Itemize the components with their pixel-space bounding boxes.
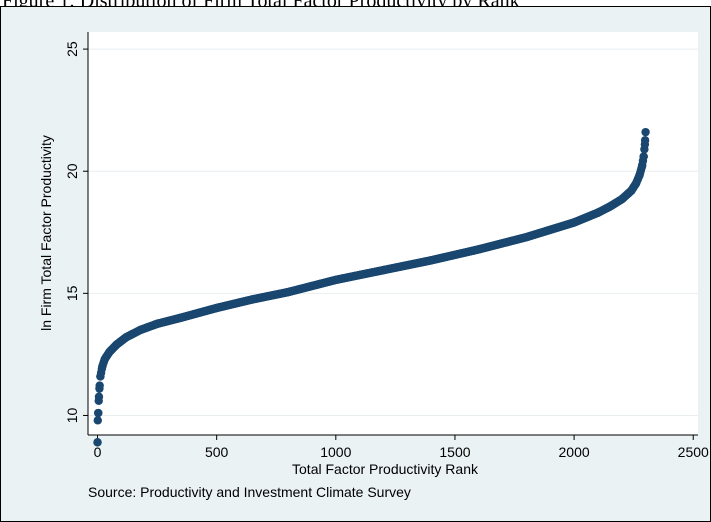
data-point bbox=[605, 202, 615, 211]
y-tick-label: 10 bbox=[64, 407, 80, 423]
data-point bbox=[331, 275, 341, 285]
data-point bbox=[522, 232, 531, 242]
data-point bbox=[637, 162, 647, 171]
data-point bbox=[94, 408, 103, 418]
data-point bbox=[93, 438, 102, 447]
x-tick-label: 1500 bbox=[439, 444, 470, 460]
data-point bbox=[283, 287, 293, 297]
data-point bbox=[136, 325, 145, 335]
y-tick-label: 15 bbox=[64, 285, 80, 301]
data-point bbox=[112, 340, 121, 349]
x-axis-label: Total Factor Productivity Rank bbox=[292, 461, 479, 477]
y-tick-label: 25 bbox=[64, 41, 80, 57]
data-point bbox=[212, 303, 221, 313]
x-tick-label: 2000 bbox=[559, 444, 590, 460]
x-tick-label: 0 bbox=[94, 444, 102, 460]
data-point bbox=[95, 384, 104, 393]
chart-frame: 10 15 20 25 0 500 1000 1500 2000 2500 Total Fact… bbox=[0, 6, 711, 522]
data-point bbox=[152, 319, 162, 329]
data-point bbox=[248, 295, 257, 304]
x-axis-ticks: 0 500 1000 1500 2000 2500 bbox=[94, 435, 709, 460]
data-point bbox=[176, 313, 186, 322]
data-point bbox=[474, 245, 483, 254]
source-note: Source: Productivity and Investment Clim… bbox=[88, 484, 411, 500]
data-point bbox=[627, 186, 636, 195]
data-point bbox=[100, 355, 109, 364]
data-point bbox=[569, 218, 579, 227]
data-point bbox=[617, 195, 626, 204]
x-tick-label: 1000 bbox=[320, 444, 351, 460]
y-axis-label: ln Firm Total Factor Productivity bbox=[38, 135, 54, 331]
x-tick-label: 500 bbox=[205, 444, 229, 460]
data-point bbox=[593, 208, 603, 217]
data-point bbox=[639, 152, 648, 161]
data-point bbox=[379, 265, 388, 275]
data-point bbox=[121, 333, 131, 342]
data-point bbox=[93, 416, 102, 425]
data-point bbox=[98, 362, 107, 371]
y-axis-ticks: 10 15 20 25 bbox=[64, 41, 88, 423]
gridlines bbox=[88, 48, 698, 416]
x-tick-label: 2500 bbox=[678, 444, 709, 460]
data-point bbox=[426, 256, 436, 265]
data-point bbox=[635, 170, 644, 180]
scatter-chart: 10 15 20 25 0 500 1000 1500 2000 2500 Total Fact… bbox=[38, 32, 709, 477]
data-points bbox=[93, 127, 650, 447]
data-point bbox=[631, 179, 641, 188]
data-point bbox=[94, 396, 103, 406]
data-point bbox=[96, 372, 105, 381]
plot-area bbox=[88, 32, 698, 435]
y-tick-label: 20 bbox=[64, 163, 80, 179]
data-point bbox=[105, 347, 114, 357]
data-point bbox=[641, 127, 650, 137]
data-point bbox=[640, 140, 650, 149]
